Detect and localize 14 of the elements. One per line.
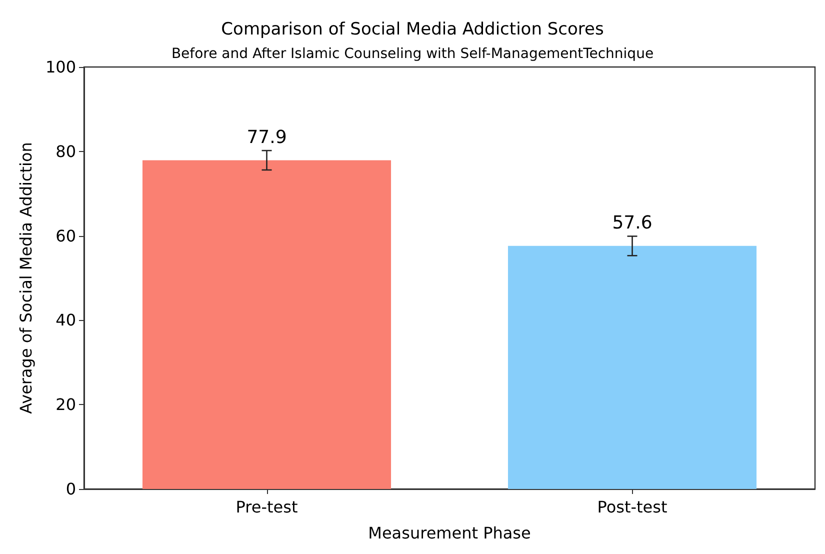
data-label: 77.9 [246, 126, 287, 148]
data-label: 57.6 [612, 212, 652, 234]
chart-title: Comparison of Social Media Addiction Scores [221, 20, 604, 40]
y-axis-title: Average of Social Media Addiction [16, 142, 36, 414]
x-tick-label: Pre-test [236, 498, 298, 516]
y-tick-label: 20 [56, 395, 76, 414]
chart-subtitle: Before and After Islamic Counseling with Self-ManagementTechnique [171, 46, 654, 62]
y-tick-label: 0 [66, 480, 76, 498]
x-tick-label: Post-test [597, 498, 668, 516]
y-tick-label: 40 [56, 310, 76, 330]
y-tick-label: 100 [45, 58, 76, 76]
y-tick-label: 60 [56, 226, 76, 246]
x-axis-title: Measurement Phase [368, 524, 531, 542]
y-tick-label: 80 [56, 142, 76, 161]
